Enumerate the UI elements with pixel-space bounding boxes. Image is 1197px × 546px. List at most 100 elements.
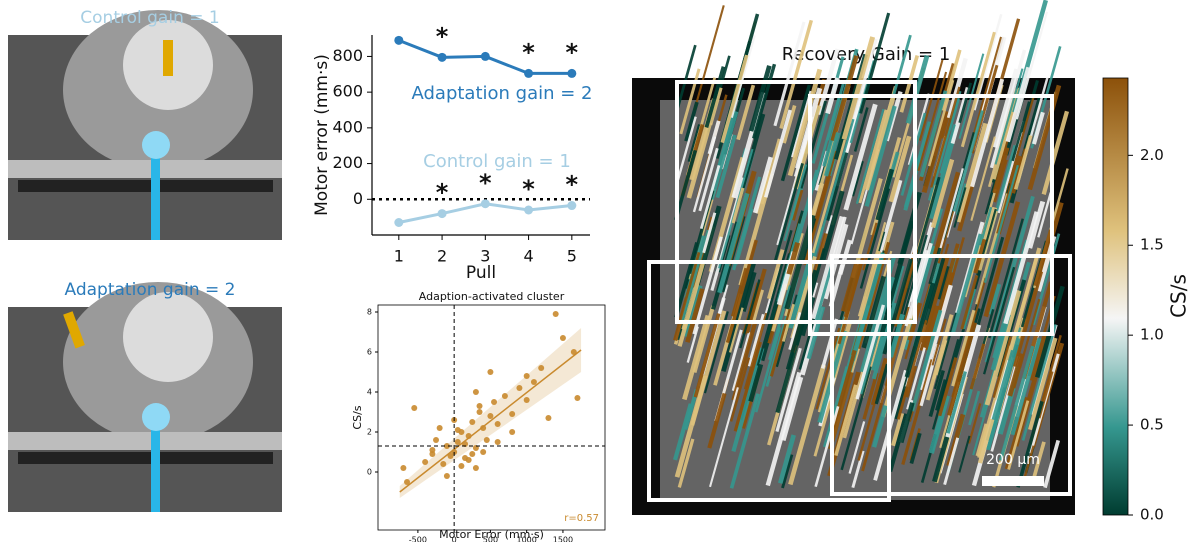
data-point (447, 453, 454, 459)
cell-trace (707, 392, 727, 449)
cell-trace (931, 339, 960, 430)
cell-trace (674, 149, 697, 221)
cell-trace (763, 109, 792, 198)
cell-trace (752, 63, 777, 139)
data-point (480, 51, 490, 61)
cell-trace (919, 284, 953, 391)
cell-trace (982, 266, 1016, 375)
x-tick-label: 1500 (553, 536, 573, 543)
cell-trace (968, 390, 981, 426)
cell-trace (972, 399, 990, 456)
cell-trace (861, 376, 891, 472)
cell-trace (1005, 66, 1031, 143)
cell-trace (824, 151, 849, 221)
cell-trace (733, 341, 762, 432)
cell-trace (1015, 11, 1049, 120)
cell-trace (1004, 396, 1030, 470)
cell-trace (725, 239, 758, 344)
cell-trace (811, 94, 841, 191)
cell-trace (981, 208, 997, 258)
cell-trace (958, 435, 971, 473)
cell-trace (928, 247, 942, 285)
cell-trace (936, 265, 951, 300)
cell-trace (782, 105, 797, 144)
data-point (487, 413, 494, 419)
photo-bar (18, 180, 273, 192)
field-outline (808, 94, 1054, 336)
data-point (509, 411, 516, 417)
cell-trace (709, 110, 739, 200)
cell-trace (992, 68, 1019, 148)
cell-trace (921, 110, 950, 194)
cell-trace (906, 347, 926, 410)
x-tick-label: 5 (567, 247, 577, 266)
colorbar-tick-label: 1.0 (1140, 326, 1164, 344)
cell-trace (984, 289, 1022, 406)
cell-trace (676, 116, 697, 180)
annotation: r=0.57 (564, 513, 599, 524)
cell-trace (699, 165, 721, 230)
cell-trace (946, 322, 977, 416)
data-point (480, 449, 487, 455)
x-tick-label: 0 (452, 536, 457, 543)
cell-trace (765, 371, 802, 487)
cell-trace (698, 147, 719, 212)
cell-trace (948, 98, 960, 131)
cell-trace (1010, 337, 1042, 436)
cell-trace (913, 176, 941, 265)
cell-trace (773, 162, 804, 263)
cell-trace (764, 229, 793, 324)
y-tick-label: 8 (367, 308, 372, 317)
data-point (567, 68, 577, 78)
data-point (476, 409, 483, 415)
cell-trace (1027, 84, 1062, 191)
colorbar (1102, 77, 1129, 516)
cell-trace (973, 236, 1005, 336)
cell-trace (1013, 134, 1033, 190)
cell-trace (917, 71, 948, 172)
cell-trace (943, 437, 960, 485)
photo-label: Control gain = 1 (80, 8, 219, 28)
cell-trace (975, 423, 989, 457)
x-tick-label: 1000 (516, 536, 536, 543)
cell-trace (904, 282, 936, 378)
cell-trace (748, 363, 764, 402)
x-tick-label: -500 (409, 536, 427, 543)
cell-trace (779, 19, 814, 129)
cell-trace (704, 66, 726, 128)
x-tick-label: 4 (523, 247, 533, 266)
cell-trace (939, 124, 956, 174)
data-point (523, 397, 530, 403)
data-point (422, 459, 429, 465)
photo-handle (151, 145, 160, 240)
field-outline (830, 254, 1072, 496)
cell-trace (780, 84, 811, 182)
data-point (394, 35, 404, 45)
cell-trace (693, 5, 725, 111)
cell-trace (692, 305, 716, 373)
data-point (429, 447, 436, 453)
cell-trace (892, 369, 911, 420)
colorbar-tick-label: 2.0 (1140, 146, 1164, 164)
cell-trace (909, 432, 922, 465)
cell-trace (946, 371, 967, 434)
data-point (524, 205, 534, 215)
cell-trace (677, 438, 695, 488)
cell-trace (901, 359, 934, 465)
data-point (443, 443, 450, 449)
cell-trace (824, 132, 841, 177)
cell-trace (874, 363, 889, 405)
scale-bar-label: 200 µm (986, 452, 1040, 468)
cell-trace (862, 372, 879, 420)
significance-label: * (566, 38, 579, 66)
data-point (494, 421, 501, 427)
chart-title: Adaption-activated cluster (419, 290, 565, 303)
photo-paw (142, 403, 170, 431)
cell-trace (781, 454, 794, 489)
data-point (440, 461, 447, 467)
data-point (458, 463, 465, 469)
cell-trace (717, 192, 750, 294)
cell-trace (960, 275, 979, 330)
cell-trace (875, 179, 903, 265)
cell-trace (1021, 324, 1057, 441)
